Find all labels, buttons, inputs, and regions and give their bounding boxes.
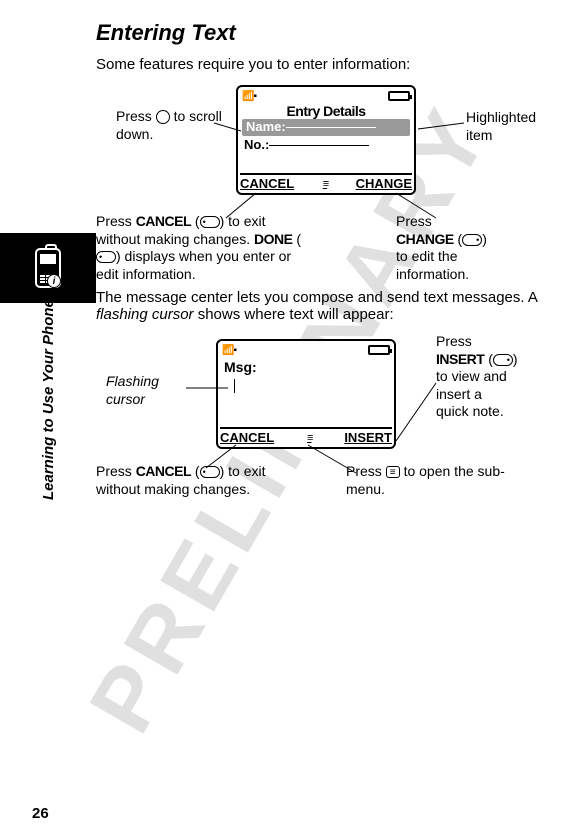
softkey-cancel: CANCEL xyxy=(240,176,294,191)
callout-flashing-cursor: Flashingcursor xyxy=(106,373,159,408)
battery-icon xyxy=(368,345,390,355)
diagram-entry-details: 📶▪ Entry Details Name: No.: CANCEL ≡ CHA… xyxy=(96,83,566,283)
scroll-key-icon xyxy=(156,110,170,124)
left-softkey-icon xyxy=(200,216,220,228)
margin-phone-icon: i xyxy=(0,233,96,303)
intro-text: Some features require you to enter infor… xyxy=(96,56,566,73)
callout-highlighted-item: Highlighteditem xyxy=(466,109,536,144)
status-bar: 📶▪ xyxy=(218,341,394,357)
signal-icon: 📶▪ xyxy=(242,91,256,102)
page-heading: Entering Text xyxy=(96,20,566,46)
sidebar-section-label: Learning to Use Your Phone xyxy=(40,299,57,500)
phone-screen-entry-details: 📶▪ Entry Details Name: No.: CANCEL ≡ CHA… xyxy=(236,85,416,195)
phone-screen-msg: 📶▪ Msg: CANCEL ≡ INSERT xyxy=(216,339,396,449)
field-name-highlighted: Name: xyxy=(242,119,410,136)
softkey-cancel: CANCEL xyxy=(220,430,274,445)
flashing-cursor xyxy=(234,379,235,393)
softkey-bar: CANCEL ≡ CHANGE xyxy=(240,173,412,191)
right-softkey-icon xyxy=(493,354,513,366)
battery-icon xyxy=(388,91,410,101)
diagram-msg: 📶▪ Msg: CANCEL ≡ INSERT Flashingcursor P… xyxy=(96,333,566,533)
field-number: No.: xyxy=(238,136,414,153)
menu-icon: ≡ xyxy=(307,432,311,444)
left-softkey-icon xyxy=(200,466,220,478)
right-softkey-icon xyxy=(462,234,482,246)
callout-change: Press CHANGE () to edit the information. xyxy=(396,213,536,283)
callout-scroll: Press to scroll down. xyxy=(116,108,231,143)
softkey-change: CHANGE xyxy=(356,176,412,191)
callout-cancel: Press CANCEL () to exit without making c… xyxy=(96,463,306,498)
tiny-phone-icon: i xyxy=(35,248,61,288)
callout-insert: Press INSERT () to view and insert a qui… xyxy=(436,333,556,421)
left-softkey-icon xyxy=(96,251,116,263)
mid-paragraph: The message center lets you compose and … xyxy=(96,289,566,323)
page-number: 26 xyxy=(32,805,49,822)
signal-icon: 📶▪ xyxy=(222,345,236,356)
callout-cancel-done: Press CANCEL () to exit without making c… xyxy=(96,213,306,283)
softkey-insert: INSERT xyxy=(344,430,392,445)
callout-submenu: Press to open the sub-menu. xyxy=(346,463,506,498)
page-content: Entering Text Some features require you … xyxy=(96,20,566,539)
msg-label: Msg: xyxy=(218,357,394,377)
msg-body xyxy=(218,377,394,395)
softkey-bar: CANCEL ≡ INSERT xyxy=(220,427,392,445)
menu-key-icon xyxy=(386,466,400,478)
menu-icon: ≡ xyxy=(323,178,327,190)
screen-title: Entry Details xyxy=(238,103,414,119)
info-badge-icon: i xyxy=(47,274,61,288)
status-bar: 📶▪ xyxy=(238,87,414,103)
